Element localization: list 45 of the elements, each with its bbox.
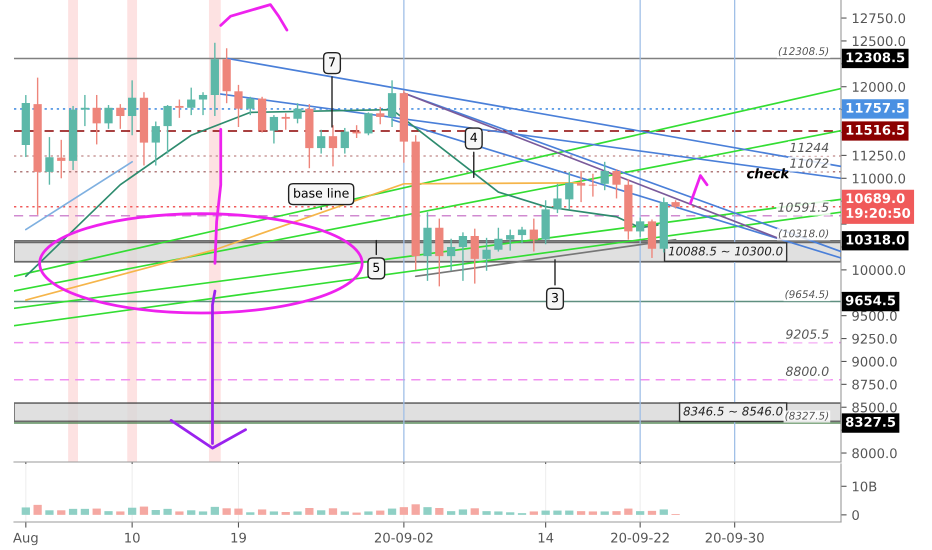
y-tick-label: 9250.0 [852,334,897,344]
ref-line-label: 10689.0 19:20:50 [846,193,910,218]
ref-line-label: 12308.5 [846,52,904,62]
y-tick-label: 8000.0 [852,448,897,458]
annotation: 11244 [790,142,828,152]
y-tick-label: 11250.0 [852,150,906,161]
y-tick-label: 12000.0 [852,82,906,92]
annotation: 7 [329,57,335,67]
annotation: (10318.0) [778,229,828,239]
y-tick-label: 12750.0 [852,13,906,24]
annotation: 10591.5 [778,202,828,212]
annotation: base line [294,188,349,198]
y-tick-label: 12500.0 [852,36,906,46]
y-tick-label: 10B [852,482,876,492]
annotation: (9654.5) [785,290,828,300]
ref-line-label: 10318.0 [846,234,905,245]
ref-line-label: 11757.5 [846,102,904,113]
annotation: 9205.5 [786,329,828,339]
annotation: 5 [373,262,380,272]
band-label: 8346.5 ~ 8546.0 [683,406,783,416]
annotation: 3 [552,292,558,302]
x-tick-label: 20-09-30 [706,532,764,543]
y-tick-label: 9000.0 [852,356,897,367]
y-tick-label: 11000.0 [852,174,906,184]
x-tick-label: 20-09-02 [374,532,432,543]
x-tick-label: 20-09-22 [611,532,669,543]
x-tick-label: 19 [232,532,246,543]
ref-line-label: 11516.5 [846,124,904,135]
annotation: check [746,168,790,178]
x-tick-label: 10 [125,532,140,543]
y-tick-label: 8500.0 [852,402,897,412]
annotation: 8800.0 [786,366,829,376]
y-tick-label: 9500.0 [852,310,897,321]
annotation: (8327.5) [785,412,828,421]
annotation: 4 [470,132,478,142]
y-tick-label: 0 [852,510,859,520]
y-tick-label: 10000.0 [852,265,906,276]
ref-line-label: 8327.5 [846,416,896,427]
band-label: 10088.5 ~ 10300.0 [668,246,783,256]
annotation: (12308.5) [778,47,828,56]
ref-line-label: 9654.5 [846,295,896,306]
x-tick-label: 14 [538,532,554,542]
y-tick-label: 8750.0 [852,380,897,390]
x-tick-label: Aug [13,532,38,546]
annotation: 11072 [790,158,828,168]
